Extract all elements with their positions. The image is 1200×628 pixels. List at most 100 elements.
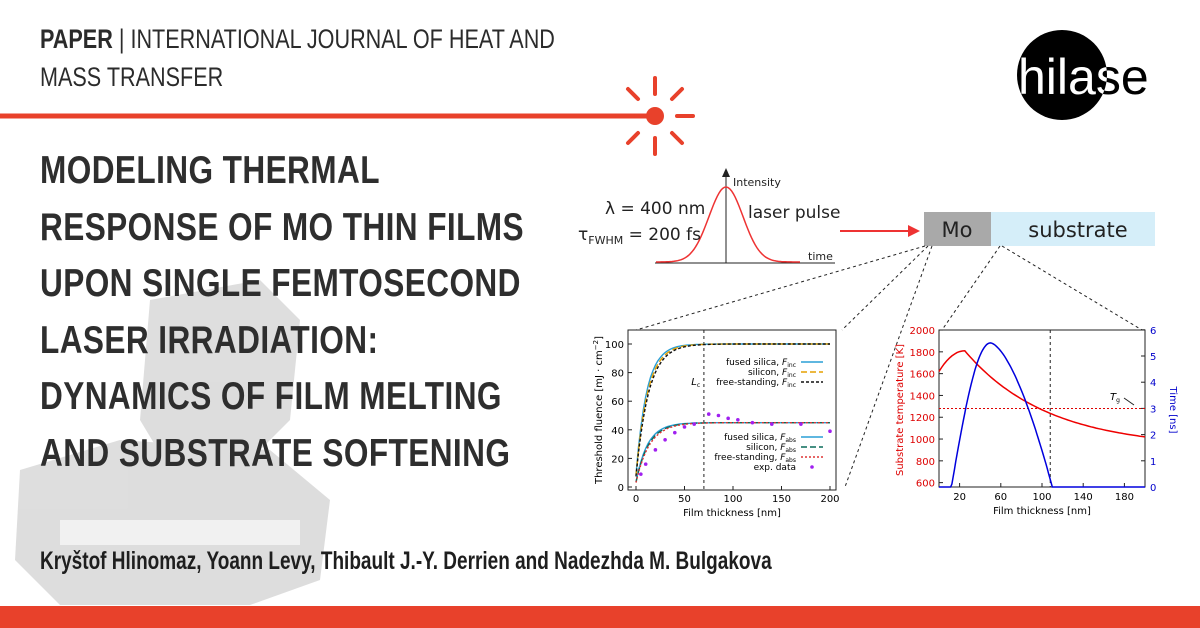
y-tick-label: 1000 <box>910 435 935 446</box>
subscript: inc <box>787 362 796 369</box>
exp-point <box>706 412 711 416</box>
x-tick-label: 100 <box>723 494 742 505</box>
y2-tick-label: 1 <box>1150 457 1156 468</box>
text: silicon, <box>746 443 780 453</box>
legend-text: free-standing, Fabs <box>714 453 796 464</box>
x-tick-label: 20 <box>953 492 966 503</box>
exp-point <box>673 430 677 435</box>
substrate-box <box>991 212 1155 246</box>
text: free-standing, <box>714 453 780 463</box>
exp-point <box>736 417 740 422</box>
y-tick-label: 100 <box>605 340 624 351</box>
time-curve <box>939 342 1145 488</box>
symbol: F <box>782 368 788 378</box>
background-photo <box>15 280 330 605</box>
sun-icon <box>615 76 695 156</box>
subscript: g <box>1116 397 1120 404</box>
y-axis-label: Substrate temperature [K] <box>895 344 906 476</box>
exp-point <box>726 416 730 421</box>
y-tick-label: 2000 <box>910 326 935 337</box>
x-tick-label: 50 <box>678 494 691 505</box>
exp-point <box>643 462 648 466</box>
legend-text: free-standing, Finc <box>716 378 796 389</box>
y2-tick-label: 5 <box>1150 352 1156 363</box>
y2-tick-label: 4 <box>1150 378 1156 389</box>
y-tick-label: 1800 <box>910 348 935 359</box>
journal: | INTERNATIONAL JOURNAL OF HEAT AND MASS… <box>40 24 555 92</box>
x-tick-label: 180 <box>1115 492 1134 503</box>
logo-circle <box>1017 30 1107 120</box>
x-tick-label: 150 <box>772 494 791 505</box>
superscript: −2 <box>592 340 600 350</box>
symbol: F <box>780 433 786 443</box>
logo-text: hilase <box>1018 49 1149 105</box>
plot-frame <box>627 329 837 491</box>
subscript: abs <box>785 457 796 464</box>
film-label: Mo <box>942 218 973 242</box>
exp-point <box>799 422 803 426</box>
y-axis-label: Threshold fluence [mJ · cm−2] <box>592 336 605 485</box>
legend-text: exp. data <box>754 463 796 473</box>
subscript: inc <box>787 372 796 379</box>
text: fused silica, <box>726 358 782 368</box>
duration: τFWHM = 200 fs <box>578 225 701 247</box>
exp-point <box>692 422 696 426</box>
y-tick-label: 1400 <box>910 391 935 402</box>
authors: Kryštof Hlinomaz, Yoann Levy, Thibault J… <box>40 547 772 575</box>
y-tick-label: 800 <box>916 457 935 468</box>
x-axis-label: Film thickness [nm] <box>993 506 1091 517</box>
symbol: T <box>1110 392 1117 403</box>
axis-label: time <box>808 250 833 263</box>
legend-text: silicon, Fabs <box>746 443 796 454</box>
y-tick-label: 1200 <box>910 413 935 424</box>
curve <box>635 422 830 483</box>
title: MODELING THERMAL RESPONSE OF MO THIN FIL… <box>40 149 525 475</box>
x-tick-label: 0 <box>633 494 639 505</box>
legend-text: silicon, Finc <box>748 368 796 379</box>
curve <box>635 343 830 476</box>
pulse-curve <box>656 186 800 263</box>
pulse-diagram: Intensity time λ = 400 nm τFWHM = 200 fs… <box>578 168 1155 488</box>
legend-text: Lc <box>691 377 700 389</box>
curve <box>635 422 830 483</box>
subscript: abs <box>785 447 796 454</box>
x-tick-label: 100 <box>1032 492 1051 503</box>
y-tick-label: 40 <box>611 426 624 437</box>
x-tick-label: 200 <box>820 494 839 505</box>
exp-point <box>716 413 721 418</box>
legend-text: Tg <box>1110 392 1120 404</box>
exp-point <box>653 448 658 452</box>
text: exp. data <box>754 463 796 473</box>
subscript: abs <box>785 437 796 444</box>
subscript: inc <box>787 382 796 389</box>
symbol: F <box>782 358 788 368</box>
plot-frame <box>938 329 1146 488</box>
y-tick-label: 60 <box>611 397 624 408</box>
substrate-label: substrate <box>1028 218 1127 242</box>
exp-point <box>770 422 774 426</box>
header: PAPER | INTERNATIONAL JOURNAL OF HEAT AN… <box>40 20 600 96</box>
pulse-label: laser pulse <box>748 203 840 223</box>
y2-tick-label: 0 <box>1150 483 1156 494</box>
film-box <box>924 212 991 246</box>
symbol: L <box>691 377 697 388</box>
symbol: F <box>782 378 788 388</box>
axis-label: Intensity <box>733 176 781 189</box>
header-label: PAPER <box>40 24 113 54</box>
y-tick-label: 80 <box>611 369 624 380</box>
footer-bar <box>0 606 1200 628</box>
x-axis-label: Film thickness [nm] <box>683 508 781 519</box>
temperature-curve <box>938 350 1146 438</box>
text: free-standing, <box>716 378 782 388</box>
legend-text: fused silica, Fabs <box>724 433 796 444</box>
y-tick-label: 1600 <box>910 370 935 381</box>
symbol: F <box>780 443 786 453</box>
exp-point <box>828 429 832 434</box>
subscript: c <box>697 382 700 389</box>
x-tick-label: 140 <box>1074 492 1093 503</box>
y-tick-label: 20 <box>611 454 624 465</box>
legend-text: fused silica, Finc <box>726 358 796 369</box>
text: Threshold fluence [mJ · cm <box>594 350 605 485</box>
y2-tick-label: 2 <box>1150 431 1156 442</box>
